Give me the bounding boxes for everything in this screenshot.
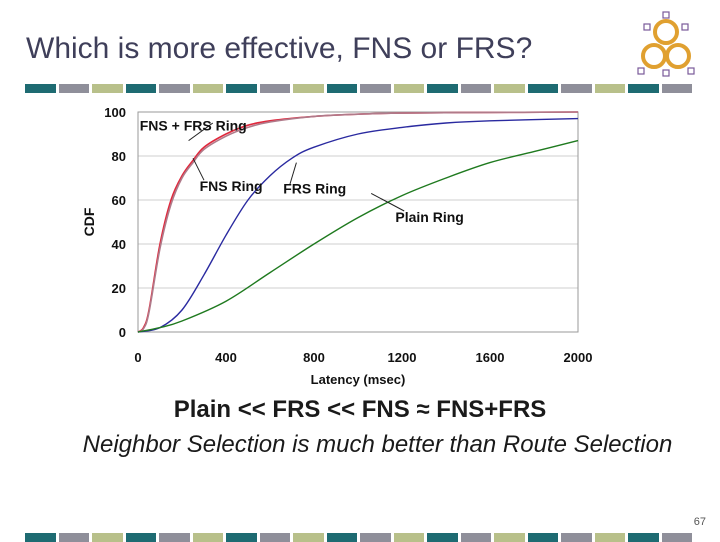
page-number: 67 bbox=[693, 516, 706, 528]
conclusion-caption: Neighbor Selection is much better than R… bbox=[82, 431, 673, 458]
stripe-segment bbox=[125, 84, 156, 93]
stripe-segment bbox=[25, 84, 56, 93]
x-tick-label: 1600 bbox=[476, 350, 505, 365]
stripe-segment bbox=[58, 84, 89, 93]
stripe-segment bbox=[460, 84, 491, 93]
y-tick-label: 40 bbox=[112, 237, 126, 252]
y-tick-label: 0 bbox=[119, 325, 126, 340]
x-tick-label: 800 bbox=[303, 350, 325, 365]
stripe-segment bbox=[628, 84, 659, 93]
latency-cdf-chart: 0 20 40 60 80 100 0 400 800 1200 1600 2000 FNS + F… bbox=[81, 105, 593, 387]
y-tick-label: 60 bbox=[112, 193, 126, 208]
x-axis-label: Latency (msec) bbox=[311, 372, 406, 387]
stripe-segment bbox=[25, 533, 56, 542]
stripe-segment bbox=[527, 84, 558, 93]
slide-title: Which is more effective, FNS or FRS? bbox=[26, 32, 533, 65]
decorative-stripe-top bbox=[25, 84, 695, 93]
series-line-frs-ring bbox=[137, 117, 579, 333]
annotation-arrow bbox=[370, 192, 405, 212]
stripe-segment bbox=[427, 84, 458, 93]
stripe-segment bbox=[159, 533, 190, 542]
series-line-plain-ring bbox=[137, 139, 579, 333]
stripe-segment bbox=[92, 533, 123, 542]
annotation-arrow bbox=[192, 157, 205, 181]
x-tick-label: 400 bbox=[215, 350, 237, 365]
stripe-segment bbox=[393, 533, 424, 542]
stripe-segment bbox=[92, 84, 123, 93]
stripe-segment bbox=[159, 84, 190, 93]
stripe-segment bbox=[393, 84, 424, 93]
stripe-segment bbox=[661, 84, 692, 93]
stripe-segment bbox=[293, 84, 324, 93]
y-tick-label: 80 bbox=[112, 149, 126, 164]
y-tick-label: 100 bbox=[104, 105, 126, 120]
stripe-segment bbox=[192, 533, 223, 542]
stripe-segment bbox=[226, 533, 257, 542]
x-tick-label: 0 bbox=[134, 350, 141, 365]
plot-frame bbox=[137, 111, 579, 333]
stripe-segment bbox=[494, 84, 525, 93]
decorative-stripe-bottom bbox=[25, 533, 695, 542]
stripe-segment bbox=[661, 533, 692, 542]
stripe-segment bbox=[594, 84, 625, 93]
stripe-segment bbox=[125, 533, 156, 542]
y-tick-label: 20 bbox=[112, 281, 126, 296]
stripe-segment bbox=[494, 533, 525, 542]
stripe-segment bbox=[360, 533, 391, 542]
stripe-segment bbox=[628, 533, 659, 542]
annotation-label: FNS + FRS Ring bbox=[140, 118, 247, 134]
stripe-segment bbox=[259, 84, 290, 93]
stripe-segment bbox=[427, 533, 458, 542]
stripe-segment bbox=[226, 84, 257, 93]
x-tick-label: 2000 bbox=[564, 350, 593, 365]
annotation-arrow bbox=[188, 122, 214, 142]
annotation-label: FNS Ring bbox=[200, 178, 263, 194]
stripe-segment bbox=[326, 84, 357, 93]
stripe-segment bbox=[561, 533, 592, 542]
x-tick-label: 1200 bbox=[388, 350, 417, 365]
stripe-segment bbox=[293, 533, 324, 542]
network-rings-icon bbox=[637, 11, 695, 77]
stripe-segment bbox=[561, 84, 592, 93]
series-line-fns-frs-ring bbox=[137, 111, 579, 333]
series-line-fns-ring bbox=[137, 111, 579, 333]
annotation-label: FRS Ring bbox=[283, 180, 346, 196]
stripe-segment bbox=[360, 84, 391, 93]
stripe-segment bbox=[460, 533, 491, 542]
y-axis-label: CDF bbox=[81, 207, 97, 236]
comparison-caption: Plain << FRS << FNS ≈ FNS+FRS bbox=[173, 396, 547, 423]
stripe-segment bbox=[259, 533, 290, 542]
stripe-segment bbox=[326, 533, 357, 542]
stripe-segment bbox=[527, 533, 558, 542]
stripe-segment bbox=[58, 533, 89, 542]
stripe-segment bbox=[192, 84, 223, 93]
stripe-segment bbox=[594, 533, 625, 542]
annotation-label: Plain Ring bbox=[395, 209, 463, 225]
annotation-arrow bbox=[289, 162, 297, 185]
